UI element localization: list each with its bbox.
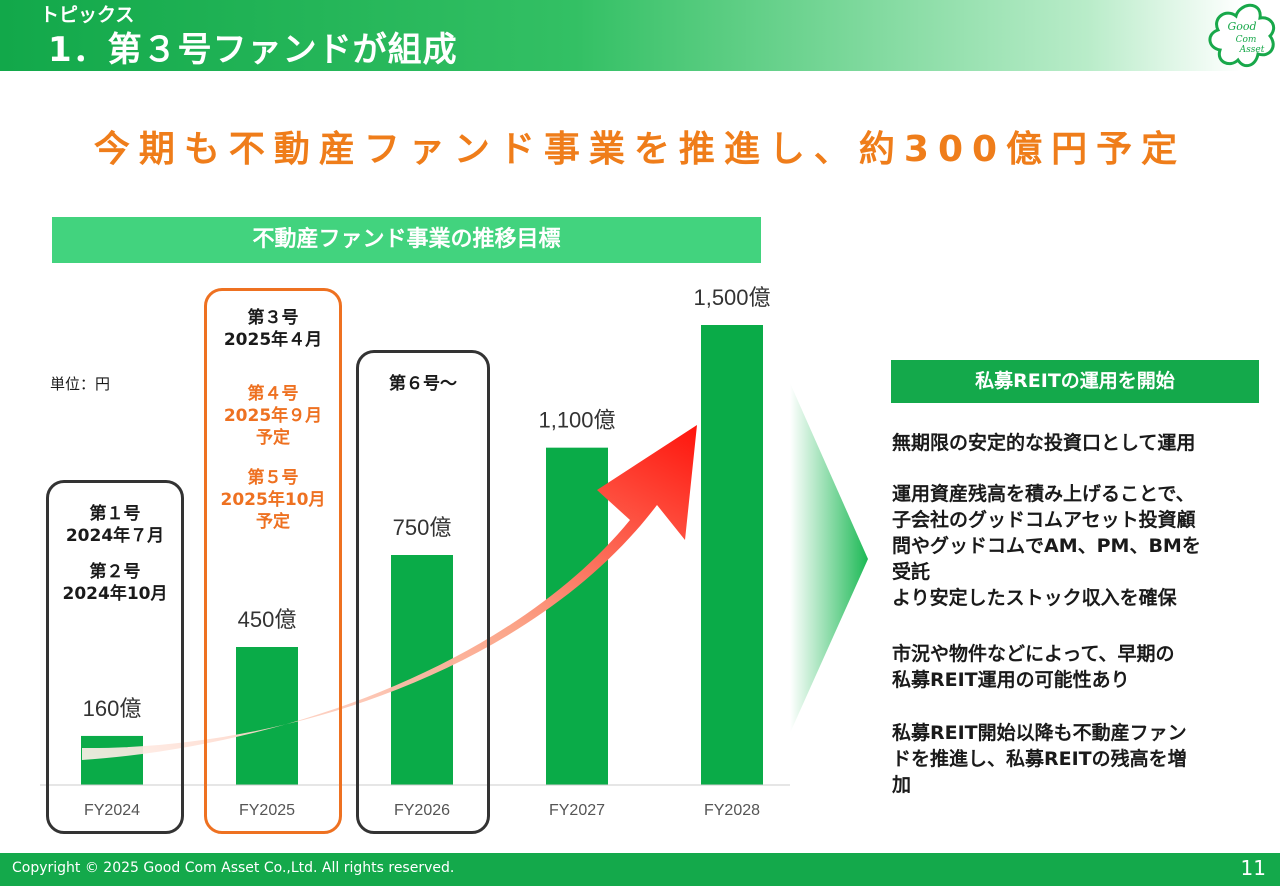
- fund-4-note: 第４号 2025年９月 予定: [204, 383, 342, 449]
- fy2025-fund-box: [204, 288, 342, 834]
- value-label-fy2027: 1,100億: [538, 408, 615, 433]
- fund-4-status: 予定: [256, 428, 290, 448]
- fy2026-fund-box: [356, 350, 490, 834]
- page-title: 1．第３号ファンドが組成: [48, 30, 458, 70]
- fund-3-note: 第３号 2025年４月: [204, 307, 342, 351]
- logo-word-3: Asset: [1239, 45, 1265, 55]
- bar-chart: 160億 FY2024 450億 FY2025 750億 FY2026 1,100億 FY20…: [40, 285, 790, 819]
- bar-fy2024: [81, 735, 143, 785]
- fund-6-note: 第６号〜: [389, 374, 457, 394]
- value-label-fy2024: 160億: [83, 696, 142, 721]
- page-number: 11: [1240, 856, 1266, 880]
- category-label-fy2024: FY2024: [84, 802, 140, 819]
- chevron-arrow-icon: [790, 383, 868, 733]
- logo-word-1: Good: [1227, 20, 1256, 33]
- fund-2-note: 第２号 2024年10月: [46, 561, 184, 605]
- category-label-fy2025: FY2025: [239, 802, 295, 819]
- side-bullet-3: 市況や物件などによって、早期の 私募REIT運用の可能性あり: [892, 643, 1175, 691]
- value-label-fy2028: 1,500億: [693, 285, 770, 310]
- value-label-fy2026: 750億: [393, 515, 452, 540]
- section-label: トピックス: [40, 4, 135, 26]
- bar-fy2026: [391, 555, 453, 785]
- fund-3-date: 2025年４月: [223, 330, 323, 350]
- side-panel-title: 私募REITの運用を開始: [891, 360, 1259, 403]
- side-bullet-2: 運用資産残高を積み上げることで、 子会社のグッドコムアセット投資顧 問やグッドコ…: [892, 483, 1201, 609]
- copyright-text: Copyright © 2025 Good Com Asset Co.,Ltd.…: [12, 860, 455, 876]
- fund-3-name: 第３号: [247, 308, 299, 328]
- category-label-fy2026: FY2026: [394, 802, 450, 819]
- fund-2-date: 2024年10月: [62, 584, 168, 604]
- unit-label: 単位：円: [50, 375, 111, 393]
- side-bullet-4: 私募REIT開始以降も不動産ファン ドを推進し、私募REITの残高を増 加: [892, 722, 1187, 796]
- category-label-fy2027: FY2027: [549, 802, 605, 819]
- category-label-fy2028: FY2028: [704, 802, 760, 819]
- bar-fy2027: [546, 447, 608, 785]
- header-bar: トピックス 1．第３号ファンドが組成 Good Com Asset: [0, 0, 1280, 71]
- fund-4-date: 2025年９月: [223, 406, 323, 426]
- bar-fy2028: [701, 325, 763, 785]
- fund-5-note: 第５号 2025年10月 予定: [204, 467, 342, 533]
- chart-title: 不動産ファンド事業の推移目標: [52, 217, 761, 263]
- fund-1-date: 2024年７月: [65, 526, 165, 546]
- value-label-fy2025: 450億: [238, 607, 297, 632]
- headline: 今期も不動産ファンド事業を推進し、約300億円予定: [93, 129, 1187, 170]
- logo-word-2: Com: [1236, 35, 1257, 45]
- fund-1-note: 第１号 2024年７月: [46, 503, 184, 547]
- fund-1-name: 第１号: [89, 504, 141, 524]
- fy2024-fund-box: [46, 480, 184, 834]
- side-bullet-1: 無期限の安定的な投資口として運用: [892, 432, 1196, 454]
- fund-5-status: 予定: [256, 512, 290, 532]
- fund-4-name: 第４号: [247, 384, 299, 404]
- fund-2-name: 第２号: [89, 562, 141, 582]
- fund-5-date: 2025年10月: [220, 490, 326, 510]
- footer-bar: Copyright © 2025 Good Com Asset Co.,Ltd.…: [0, 853, 1280, 886]
- bar-fy2025: [236, 647, 298, 785]
- company-logo: Good Com Asset: [1208, 3, 1276, 68]
- fund-5-name: 第５号: [247, 468, 299, 488]
